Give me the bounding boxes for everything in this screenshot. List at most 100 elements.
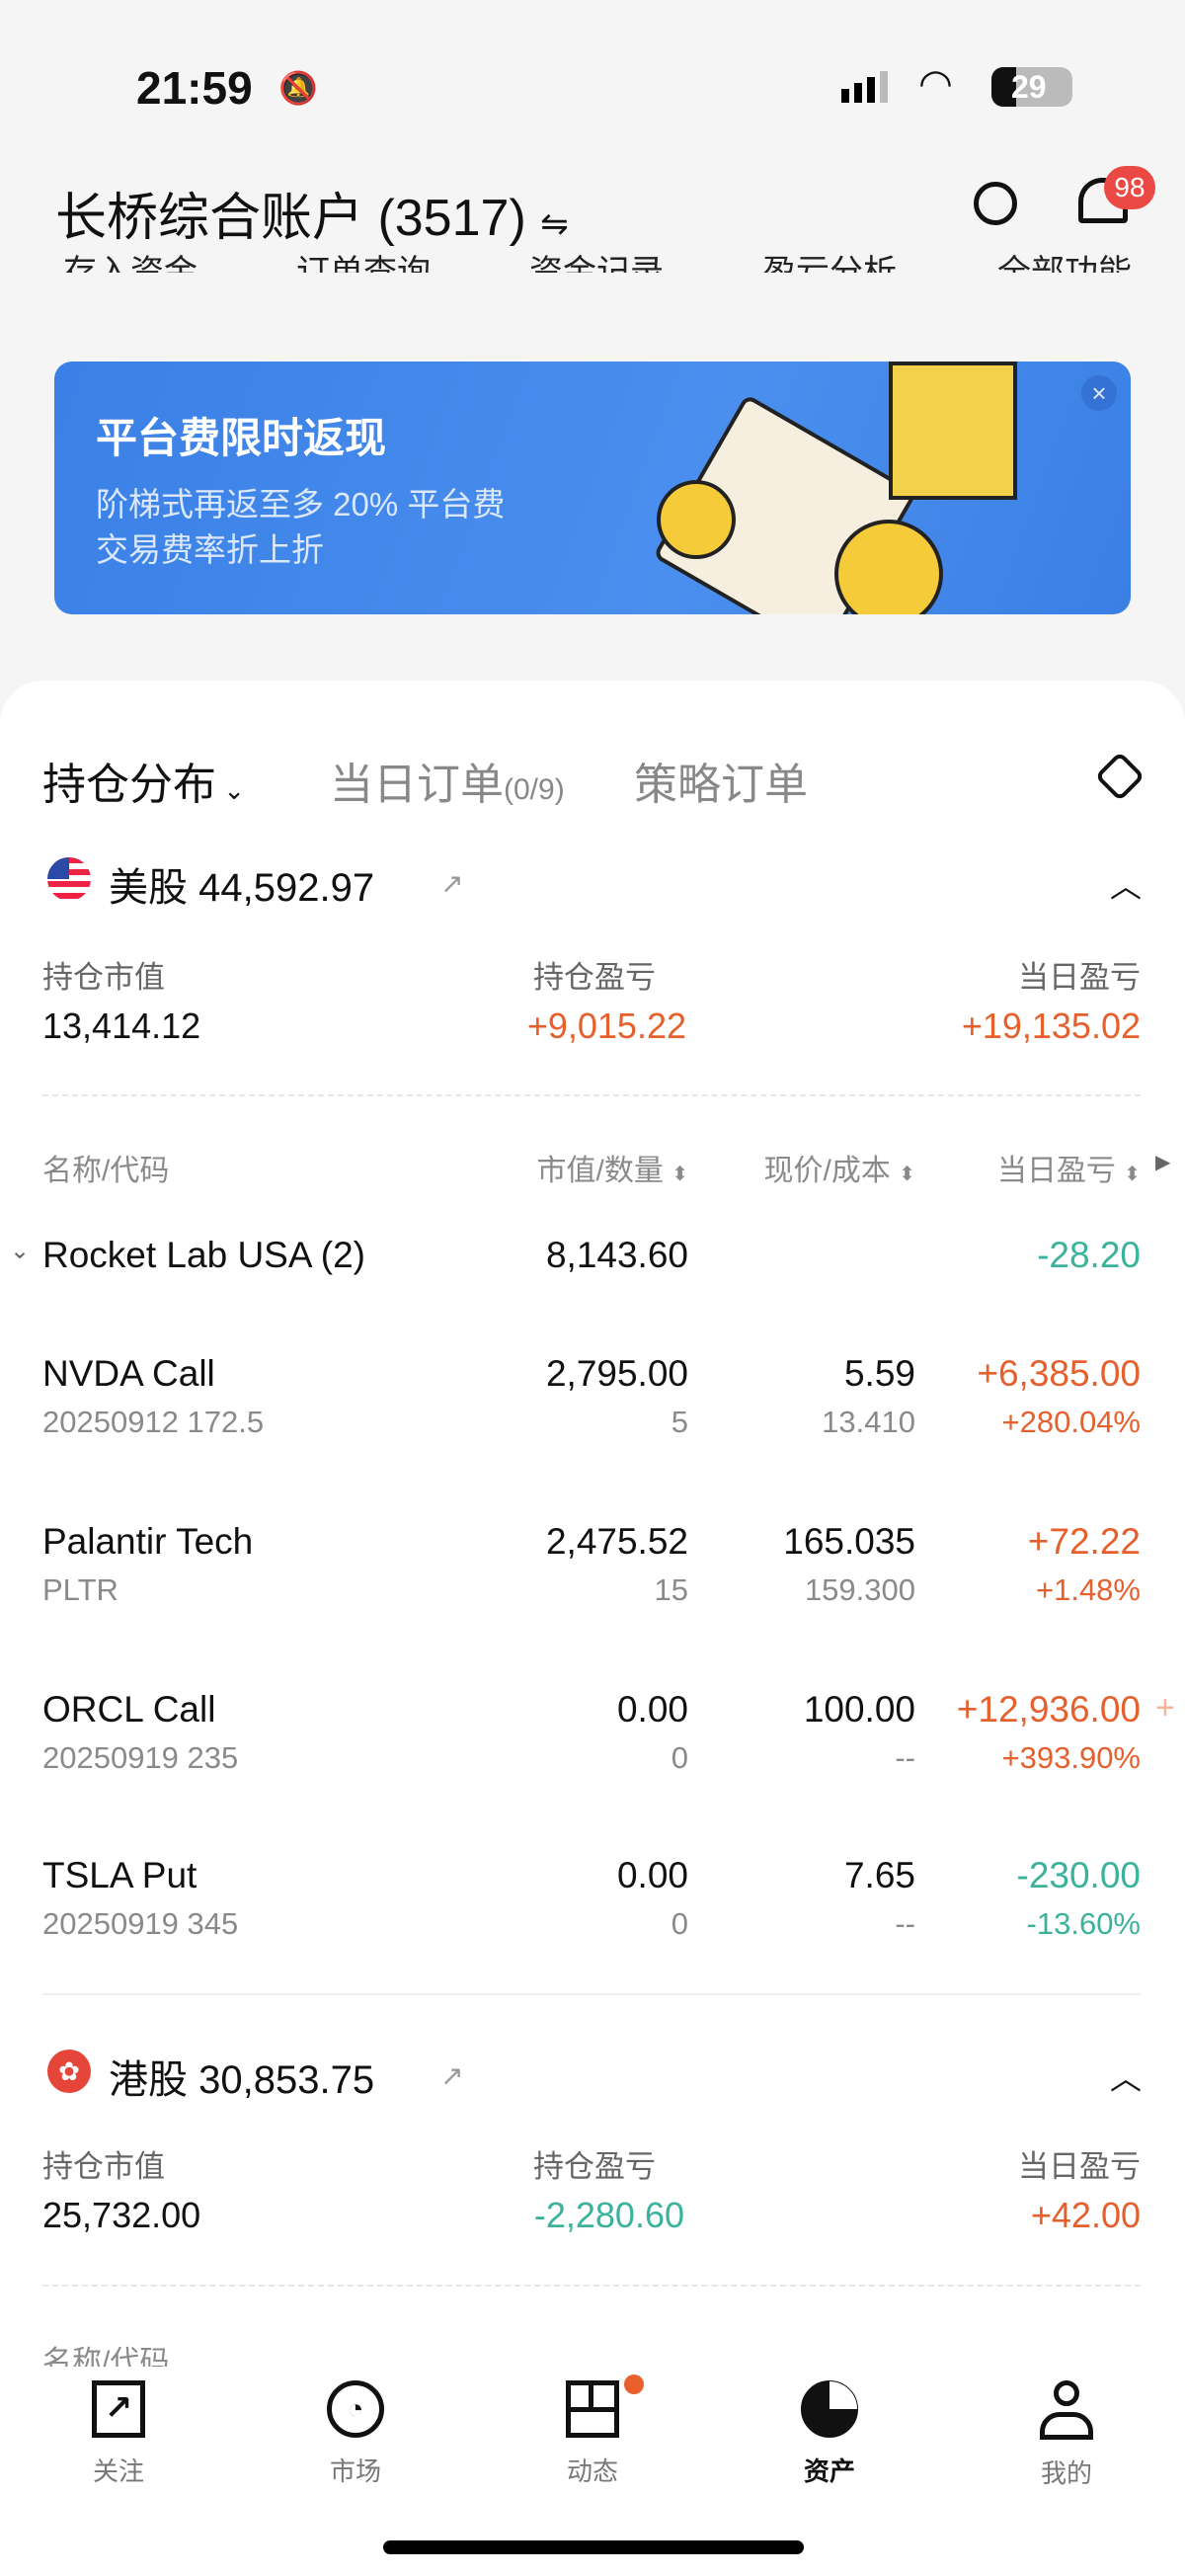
position-pct: -13.60% xyxy=(1026,1906,1141,1941)
home-indicator[interactable] xyxy=(383,2540,804,2554)
tab-label: 市场 xyxy=(329,2456,381,2486)
banner-close-icon[interactable]: × xyxy=(1081,375,1117,411)
positions-card xyxy=(0,681,1185,2576)
money-stack-illustration xyxy=(889,362,1017,500)
position-qty: 0 xyxy=(671,1740,688,1775)
position-name: Rocket Lab USA (2) xyxy=(42,1235,365,1275)
position-mv: 0.00 xyxy=(616,1689,688,1730)
signal-icon xyxy=(841,71,888,103)
switch-account-icon[interactable]: ⇋ xyxy=(540,205,569,243)
position-qty: 0 xyxy=(671,1906,688,1941)
external-link-icon[interactable]: ↗ xyxy=(440,868,464,899)
us-market-value: 13,414.12 xyxy=(42,1006,201,1046)
tab-label: 资产 xyxy=(803,2456,855,2486)
column-label: 当日盈亏 xyxy=(996,1155,1116,1187)
position-pct: +280.04% xyxy=(1001,1405,1141,1439)
column-price[interactable]: 现价/成本 ⬍ xyxy=(622,1146,915,1189)
hk-market-total[interactable]: 港股 30,853.75 xyxy=(109,2058,375,2102)
tab-label: 持仓分布 xyxy=(42,761,216,809)
hk-market-value: 25,732.00 xyxy=(42,2195,201,2235)
summary-label: 当日盈亏 xyxy=(1018,960,1141,995)
banner-line1: 阶梯式再返至多 20% 平台费 xyxy=(96,486,506,523)
tab-feed[interactable]: 动态 xyxy=(514,2375,672,2488)
position-name: NVDA Call xyxy=(42,1353,215,1394)
tab-positions[interactable]: 持仓分布 ⌄ xyxy=(42,749,245,812)
sort-icon: ⬍ xyxy=(1124,1164,1141,1185)
silent-icon: 🔕 xyxy=(278,70,318,106)
position-code: PLTR xyxy=(42,1572,118,1607)
chevron-down-icon: ⌄ xyxy=(216,775,246,805)
watchlist-icon: ↗ xyxy=(92,2380,145,2438)
tab-today-orders[interactable]: 当日订单(0/9) xyxy=(330,749,565,812)
column-label: 市值/数量 xyxy=(536,1155,664,1187)
position-pl: +72.22 xyxy=(1027,1521,1141,1562)
position-code: 20250919 235 xyxy=(42,1740,239,1775)
tab-label: 动态 xyxy=(566,2456,618,2486)
us-daily-pl: +19,135.02 xyxy=(961,1006,1141,1046)
tab-market[interactable]: ◔ 市场 xyxy=(276,2380,434,2488)
position-pl: +12,936.00 xyxy=(956,1689,1141,1730)
banner-title: 平台费限时返现 xyxy=(96,415,387,461)
column-market-value[interactable]: 市值/数量 ⬍ xyxy=(395,1146,688,1189)
status-time: 21:59 xyxy=(136,62,253,114)
profile-icon xyxy=(1038,2380,1095,2440)
quick-menu-records[interactable]: 资金记录 xyxy=(529,254,664,273)
us-flag-icon xyxy=(47,857,91,901)
position-price: 165.035 xyxy=(783,1521,915,1562)
quick-menu-pl[interactable]: 盈亏分析 xyxy=(762,254,897,273)
sort-icon: ⬍ xyxy=(899,1164,915,1185)
summary-label: 持仓盈亏 xyxy=(533,2149,656,2184)
position-pl: +6,385.00 xyxy=(977,1353,1141,1394)
quick-menu-all[interactable]: 全部功能 xyxy=(997,254,1132,273)
search-icon[interactable] xyxy=(974,182,1017,225)
column-name: 名称/代码 xyxy=(42,1155,170,1187)
overflow-plus-icon: + xyxy=(1155,1689,1175,1727)
account-title[interactable]: 长桥综合账户 (3517) ⇋ xyxy=(55,176,569,250)
quick-menu-deposit[interactable]: 存入资金 xyxy=(63,254,198,273)
summary-label: 当日盈亏 xyxy=(1018,2149,1141,2184)
quick-menu-orders[interactable]: 订单查询 xyxy=(296,254,431,273)
tab-strategy-orders[interactable]: 策略订单 xyxy=(634,761,808,809)
notification-badge: 98 xyxy=(1104,166,1155,209)
external-link-icon[interactable]: ↗ xyxy=(440,2060,464,2091)
position-cost: -- xyxy=(895,1906,915,1941)
position-pct: +1.48% xyxy=(1035,1572,1141,1607)
column-label: 现价/成本 xyxy=(763,1155,891,1187)
position-mv: 8,143.60 xyxy=(545,1235,688,1275)
tab-label: 我的 xyxy=(1040,2458,1092,2488)
position-name: Palantir Tech xyxy=(42,1521,254,1562)
wifi-icon: ◠ xyxy=(918,62,953,106)
assets-icon xyxy=(801,2380,858,2438)
position-code: 20250919 345 xyxy=(42,1906,239,1941)
tab-assets[interactable]: 资产 xyxy=(750,2380,908,2488)
position-price: 7.65 xyxy=(843,1855,915,1895)
column-daily-pl[interactable]: 当日盈亏 ⬍ xyxy=(847,1146,1141,1189)
position-name: TSLA Put xyxy=(42,1855,198,1895)
position-cost: 159.300 xyxy=(804,1572,915,1607)
tab-watchlist[interactable]: ↗ 关注 xyxy=(40,2380,198,2488)
unread-dot xyxy=(624,2375,644,2394)
position-mv: 2,795.00 xyxy=(545,1353,688,1394)
scroll-right-icon[interactable]: ▶ xyxy=(1155,1152,1171,1173)
feed-icon xyxy=(566,2380,619,2438)
us-market-total[interactable]: 美股 44,592.97 xyxy=(109,866,375,910)
position-pl: -230.00 xyxy=(1016,1855,1142,1895)
collapse-chevron-icon[interactable]: ︿ xyxy=(1110,2060,1143,2096)
position-mv: 2,475.52 xyxy=(545,1521,688,1562)
promo-banner[interactable]: 平台费限时返现 阶梯式再返至多 20% 平台费 交易费率折上折 × xyxy=(54,362,1131,614)
position-price: 100.00 xyxy=(803,1689,915,1730)
order-count: (0/9) xyxy=(504,773,565,806)
collapse-chevron-icon[interactable]: ︿ xyxy=(1110,868,1143,904)
position-qty: 15 xyxy=(654,1572,688,1607)
expand-chevron-icon[interactable]: ⌄ xyxy=(10,1238,31,1264)
position-code: 20250912 172.5 xyxy=(42,1405,265,1439)
battery-icon: 29 xyxy=(991,67,1072,107)
tab-label: 当日订单 xyxy=(330,761,504,809)
position-pl: -28.20 xyxy=(1037,1235,1141,1275)
position-cost: 13.410 xyxy=(822,1405,915,1439)
coin-illustration xyxy=(657,480,736,559)
tab-label: 关注 xyxy=(92,2456,144,2486)
tab-profile[interactable]: 我的 xyxy=(988,2380,1146,2490)
section-divider xyxy=(42,1993,1141,1995)
hk-daily-pl: +42.00 xyxy=(1030,2195,1141,2235)
